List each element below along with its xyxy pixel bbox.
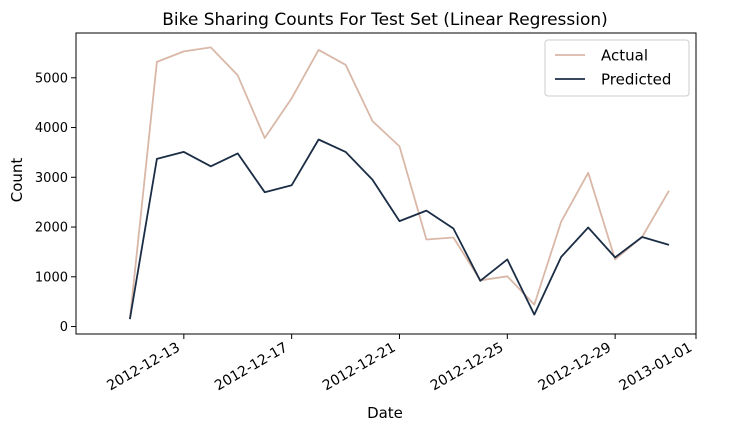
x-tick-label: 2012-12-29 bbox=[536, 340, 614, 395]
y-tick-label: 1000 bbox=[35, 270, 68, 285]
y-tick-label: 3000 bbox=[35, 171, 68, 186]
legend-label-actual: Actual bbox=[601, 47, 648, 65]
y-tick-label: 5000 bbox=[35, 71, 68, 86]
chart-title: Bike Sharing Counts For Test Set (Linear… bbox=[162, 10, 608, 30]
x-tick-label: 2012-12-21 bbox=[320, 340, 398, 395]
y-tick-label: 4000 bbox=[35, 121, 68, 136]
series-line-predicted bbox=[129, 138, 670, 320]
plot-frame bbox=[75, 32, 697, 335]
series-line-actual bbox=[129, 46, 670, 320]
legend: Actual Predicted bbox=[544, 39, 690, 97]
x-tick-label: 2012-12-13 bbox=[104, 340, 182, 395]
legend-box bbox=[544, 39, 690, 97]
x-tick-label: 2012-12-25 bbox=[428, 340, 506, 395]
plot-layer bbox=[129, 46, 670, 320]
y-axis-label: Count bbox=[8, 158, 26, 203]
x-tick-label: 2013-01-01 bbox=[617, 340, 695, 395]
y-tick-label: 2000 bbox=[35, 221, 68, 236]
x-axis-label: Date bbox=[367, 404, 403, 422]
axis-layer: 0 1000 2000 3000 4000 5000 2012-12-13 2012-12-1… bbox=[35, 71, 697, 395]
x-tick-label: 2012-12-17 bbox=[212, 340, 290, 395]
y-tick-label: 0 bbox=[60, 320, 68, 335]
legend-label-predicted: Predicted bbox=[601, 71, 671, 89]
